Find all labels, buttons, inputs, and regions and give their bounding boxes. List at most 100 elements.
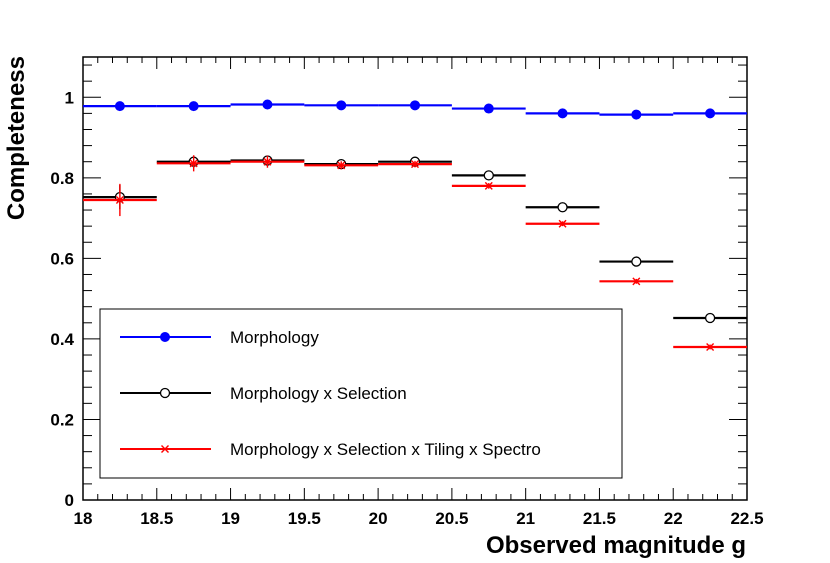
plot-frame: [82, 56, 748, 501]
marker-stroke: [558, 219, 567, 228]
data-point: [451, 170, 526, 181]
point-marker: [188, 101, 199, 112]
marker-dot: [188, 101, 199, 112]
point-marker: [483, 181, 494, 190]
marker-stroke: [337, 161, 346, 170]
data-point: [525, 202, 600, 213]
data-series: [83, 99, 747, 351]
data-point: [673, 108, 747, 119]
point-marker: [705, 342, 716, 351]
data-point: [673, 312, 747, 324]
x-tick-label: 18.5: [140, 509, 173, 528]
data-point: [304, 100, 379, 111]
y-tick-label: 0: [65, 491, 74, 510]
marker-dot: [262, 99, 273, 110]
marker-dot: [114, 101, 125, 112]
x-tick-label: 19: [221, 509, 240, 528]
marker-circle: [483, 170, 494, 181]
marker-circle: [159, 387, 171, 399]
marker-stroke: [189, 159, 198, 168]
data-point: [83, 101, 157, 112]
data-point: [525, 219, 600, 228]
x-tick-label: 20: [369, 509, 388, 528]
point-marker: [483, 170, 494, 181]
marker-dot: [705, 108, 716, 119]
point-marker: [410, 100, 420, 111]
data-point: [304, 161, 379, 170]
x-tick-label: 22: [664, 509, 683, 528]
x-tick-label: 19.5: [288, 509, 321, 528]
marker-circle: [704, 312, 716, 324]
x-tick-labels: 18 18.5 19 19.5 20 20.5 21 21.5 22 22.5: [74, 509, 764, 528]
point-marker: [262, 157, 273, 166]
data-point: [156, 155, 231, 172]
point-marker: [336, 100, 347, 111]
y-tick-label: 0.6: [50, 249, 74, 268]
legend-marker: [160, 332, 170, 342]
legend: Morphology Morphology x Selection Morpholo…: [99, 308, 623, 479]
y-tick-label: 0.4: [50, 330, 74, 349]
marker-dot: [160, 332, 170, 342]
marker-circle: [631, 256, 642, 267]
series-1: [83, 99, 747, 120]
data-point: [673, 342, 747, 351]
legend-marker: [160, 445, 170, 453]
point-marker: [704, 312, 716, 324]
y-tick-label: 0.8: [50, 169, 74, 188]
axis-ticks: [82, 57, 748, 501]
point-marker: [483, 103, 494, 114]
point-marker: [631, 256, 642, 267]
data-point: [451, 181, 526, 190]
data-point: [599, 256, 674, 267]
point-marker: [114, 101, 125, 112]
series-2: [83, 155, 747, 324]
legend-marker: [159, 387, 171, 399]
marker-stroke: [706, 342, 715, 351]
marker-dot: [631, 109, 642, 120]
y-tick-label: 1: [65, 88, 74, 107]
point-marker: [631, 277, 642, 286]
marker-stroke: [411, 160, 419, 169]
point-marker: [631, 109, 642, 120]
y-tick-label: 0.2: [50, 410, 74, 429]
x-tick-label: 20.5: [435, 509, 468, 528]
marker-dot: [410, 100, 420, 111]
point-marker: [557, 202, 568, 213]
data-point: [525, 108, 600, 119]
marker-stroke: [263, 157, 272, 166]
data-point: [599, 109, 674, 120]
point-marker: [557, 108, 568, 119]
legend-label: Morphology: [230, 328, 319, 347]
data-point: [599, 277, 674, 286]
data-point: [230, 155, 305, 168]
point-marker: [114, 195, 125, 204]
marker-stroke: [161, 445, 169, 453]
point-marker: [336, 161, 347, 170]
marker-circle: [557, 202, 568, 213]
marker-dot: [336, 100, 347, 111]
point-marker: [410, 160, 420, 169]
data-point: [230, 99, 305, 110]
legend-entry: Morphology x Selection: [120, 384, 407, 403]
data-point: [156, 101, 231, 112]
legend-label: Morphology x Selection x Tiling x Spectr…: [230, 440, 541, 459]
point-marker: [188, 159, 199, 168]
point-marker: [557, 219, 568, 228]
data-point: [378, 100, 452, 111]
series-3: [83, 155, 747, 351]
marker-dot: [483, 103, 494, 114]
marker-stroke: [484, 181, 493, 190]
x-tick-label: 18: [74, 509, 93, 528]
legend-entries: Morphology Morphology x Selection Morpholo…: [120, 328, 541, 459]
x-tick-label: 21.5: [583, 509, 616, 528]
point-marker: [262, 99, 273, 110]
x-tick-label: 22.5: [730, 509, 763, 528]
legend-entry: Morphology x Selection x Tiling x Spectr…: [120, 440, 541, 459]
data-point: [451, 103, 526, 114]
legend-label: Morphology x Selection: [230, 384, 407, 403]
marker-stroke: [632, 277, 641, 286]
data-point: [83, 183, 157, 217]
y-tick-labels: 0 0.2 0.4 0.6 0.8 1: [50, 88, 74, 510]
legend-entry: Morphology: [120, 328, 319, 347]
